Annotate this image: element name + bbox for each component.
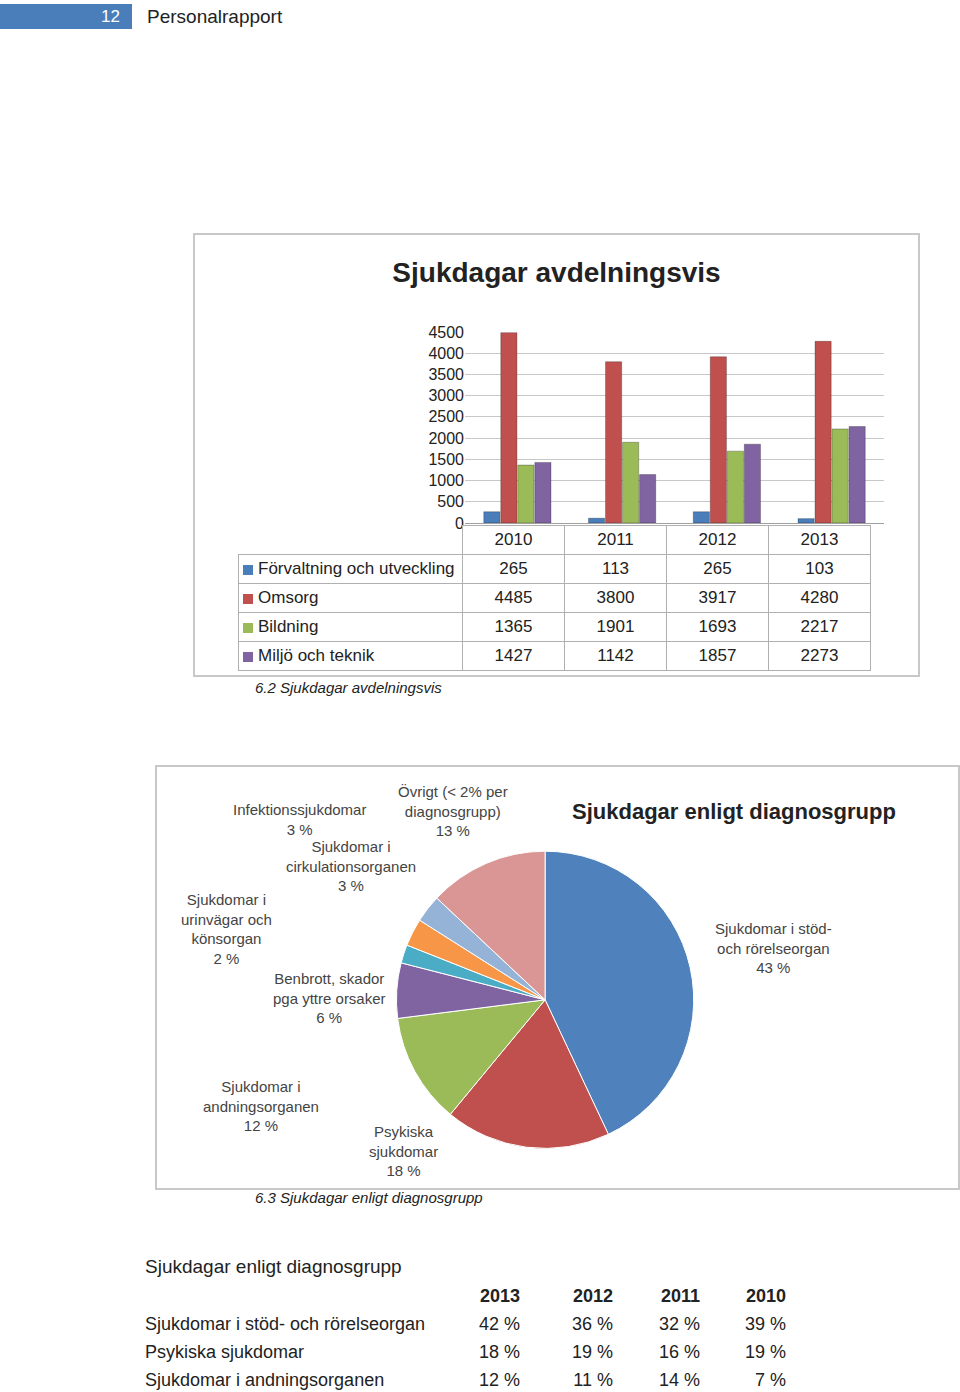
svg-text:500: 500 — [437, 493, 464, 510]
html-text:2013: 2013 — [800, 530, 839, 549]
html-text:1857: 1857 — [698, 646, 737, 665]
html-text:39 %: 39 % — [745, 1313, 786, 1334]
html-text:19 %: 19 % — [745, 1341, 786, 1362]
html-text:265: 265 — [703, 559, 732, 578]
html-text:Psykiska sjukdomar: Psykiska sjukdomar — [145, 1341, 304, 1362]
html-text:1427: 1427 — [494, 646, 533, 665]
html-text:2217: 2217 — [800, 617, 839, 636]
svg-text:Sjukdagar enligt diagnosgrupp: Sjukdagar enligt diagnosgrupp — [572, 799, 896, 824]
html-text:19 %: 19 % — [572, 1341, 613, 1362]
html-text:1142: 1142 — [597, 646, 634, 665]
svg-text:1000: 1000 — [428, 472, 464, 489]
html-text:4280: 4280 — [800, 588, 839, 607]
html-text:6.3 Sjukdagar enligt diagnosgr: 6.3 Sjukdagar enligt diagnosgrupp — [255, 1189, 483, 1206]
html-text:Miljö och teknik: Miljö och teknik — [258, 646, 375, 665]
html-text:2011: 2011 — [597, 530, 634, 549]
svg-text:Sjukdomar icirkulationsorganen: Sjukdomar icirkulationsorganen3 % — [286, 838, 416, 894]
html-text:42 %: 42 % — [479, 1313, 520, 1334]
html-text:2273: 2273 — [800, 646, 839, 665]
svg-text:4500: 4500 — [428, 324, 464, 341]
html-text:11 %: 11 % — [573, 1369, 613, 1390]
html-text:12 %: 12 % — [479, 1369, 520, 1390]
html-text:2010: 2010 — [494, 530, 533, 549]
svg-text:Sjukdomar iurinvägar ochkönsor: Sjukdomar iurinvägar ochkönsorgan2 % — [181, 891, 272, 967]
html-text:2012: 2012 — [573, 1285, 613, 1306]
html-text:2013: 2013 — [480, 1285, 520, 1306]
html-text:14 %: 14 % — [659, 1369, 700, 1390]
html-text:Förvaltning och utveckling: Förvaltning och utveckling — [258, 559, 455, 578]
html-text:103: 103 — [805, 559, 834, 578]
html-text:1901: 1901 — [596, 617, 635, 636]
svg-text:Infektionssjukdomar3 %: Infektionssjukdomar3 % — [233, 801, 366, 838]
svg-text:Benbrott, skadorpga yttre orsa: Benbrott, skadorpga yttre orsaker6 % — [273, 970, 386, 1026]
html-text:Sjukdagar enligt diagnosgrupp: Sjukdagar enligt diagnosgrupp — [145, 1256, 402, 1277]
html-text:2011: 2011 — [660, 1285, 700, 1306]
html-text:18 %: 18 % — [479, 1341, 520, 1362]
html-text:2010: 2010 — [746, 1285, 786, 1306]
html-text:3917: 3917 — [698, 588, 737, 607]
svg-text:3500: 3500 — [428, 366, 464, 383]
html-text:12: 12 — [101, 7, 120, 26]
html-text:4485: 4485 — [494, 588, 533, 607]
svg-text:Psykiskasjukdomar18 %: Psykiskasjukdomar18 % — [369, 1123, 438, 1179]
html-text:265: 265 — [499, 559, 528, 578]
svg-text:Sjukdomar i stöd-och rörelseor: Sjukdomar i stöd-och rörelseorgan43 % — [715, 920, 832, 976]
html-text:Sjukdomar i andningsorganen: Sjukdomar i andningsorganen — [145, 1369, 385, 1390]
html-text:7 %: 7 % — [755, 1369, 786, 1390]
html-text:32 %: 32 % — [659, 1313, 700, 1334]
html-text:3800: 3800 — [596, 588, 635, 607]
html-text:113: 113 — [601, 559, 629, 578]
svg-text:2500: 2500 — [428, 408, 464, 425]
svg-text:1500: 1500 — [428, 451, 464, 468]
svg-text:4000: 4000 — [428, 345, 464, 362]
html-text:Sjukdomar i stöd- och rörelseo: Sjukdomar i stöd- och rörelseorgan — [145, 1313, 426, 1334]
html-text:36 %: 36 % — [572, 1313, 613, 1334]
svg-text:0: 0 — [455, 514, 464, 532]
html-text:Personalrapport: Personalrapport — [147, 6, 283, 27]
html-text:Bildning: Bildning — [258, 617, 319, 636]
html-text:Omsorg: Omsorg — [258, 588, 319, 607]
html-text:6.2 Sjukdagar avdelningsvis: 6.2 Sjukdagar avdelningsvis — [255, 679, 442, 696]
html-text:16 %: 16 % — [659, 1341, 700, 1362]
svg-text:Sjukdagar avdelningsvis: Sjukdagar avdelningsvis — [392, 257, 720, 288]
html-text:1365: 1365 — [494, 617, 533, 636]
html-text:1693: 1693 — [698, 617, 737, 636]
svg-text:3000: 3000 — [428, 387, 464, 404]
svg-text:Övrigt (< 2% perdiagnosgrupp)1: Övrigt (< 2% perdiagnosgrupp)13 % — [398, 783, 508, 839]
svg-text:2000: 2000 — [428, 430, 464, 447]
svg-text:Sjukdomar iandningsorganen12 %: Sjukdomar iandningsorganen12 % — [203, 1078, 319, 1134]
html-text:2012: 2012 — [698, 530, 737, 549]
